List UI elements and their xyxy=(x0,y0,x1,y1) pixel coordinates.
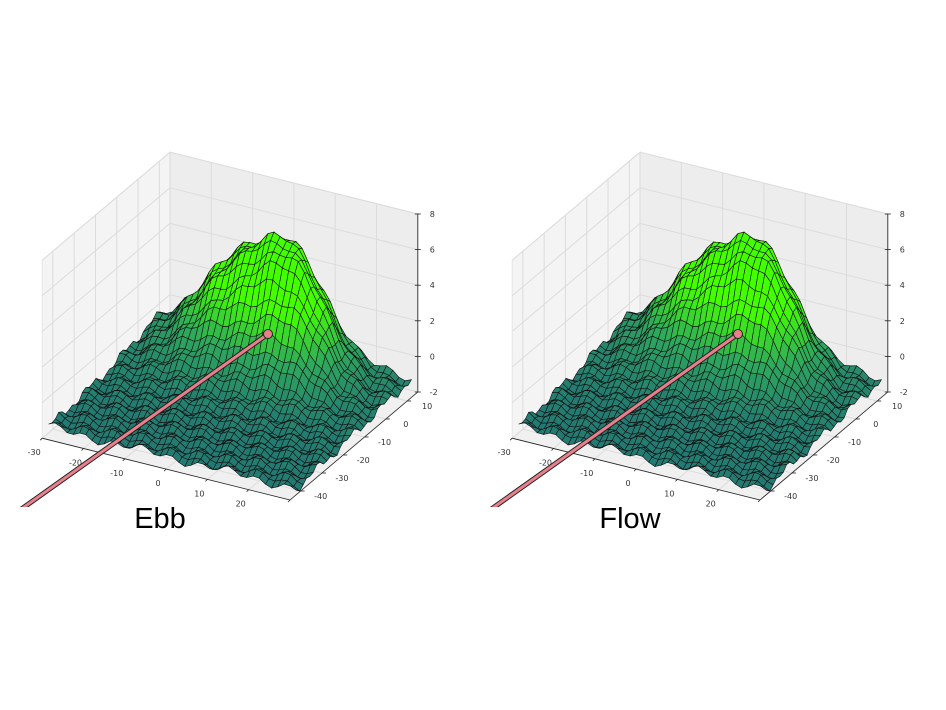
x-tick-label: 0 xyxy=(156,479,161,488)
y-tick-label: -10 xyxy=(848,438,861,447)
z-tick-label: 8 xyxy=(900,210,905,219)
x-tick xyxy=(287,499,291,503)
gridline xyxy=(511,223,641,332)
marker-line xyxy=(19,332,269,512)
y-tick-label: 0 xyxy=(873,420,878,429)
plot-flow: -30-20-100102030-40-30-20-10010-202468Fl… xyxy=(470,151,940,710)
x-tick-label: 0 xyxy=(626,479,631,488)
gridline xyxy=(511,187,641,297)
gridline xyxy=(169,151,418,215)
y-tick-label: -20 xyxy=(357,456,370,465)
x-tick-label: -10 xyxy=(110,469,123,478)
z-tick-label: 4 xyxy=(430,281,435,290)
x-tick-label: -30 xyxy=(28,448,41,457)
x-tick xyxy=(633,468,637,472)
x-tick xyxy=(39,437,43,441)
z-tick-label: 0 xyxy=(430,352,435,361)
x-tick xyxy=(509,437,513,441)
y-tick-label: -40 xyxy=(314,492,327,501)
x-tick-label: 10 xyxy=(664,489,674,498)
x-tick xyxy=(716,489,719,492)
gridline xyxy=(639,187,888,251)
x-tick-label: 20 xyxy=(236,500,246,509)
x-tick xyxy=(592,458,596,462)
z-tick-label: 2 xyxy=(430,317,435,326)
background xyxy=(0,507,470,710)
marker-line xyxy=(489,332,739,512)
z-tick-label: 8 xyxy=(430,210,435,219)
y-tick-label: 10 xyxy=(892,402,902,411)
x-tick xyxy=(246,489,249,492)
x-tick xyxy=(163,468,167,472)
x-tick xyxy=(81,448,84,451)
y-tick-label: -30 xyxy=(805,474,818,483)
x-tick xyxy=(675,479,678,482)
y-tick-label: -10 xyxy=(378,438,391,447)
x-tick xyxy=(757,499,761,503)
x-tick xyxy=(551,448,554,451)
gridline xyxy=(639,151,888,215)
x-tick-label: -10 xyxy=(580,469,593,478)
plot-title: Ebb xyxy=(134,503,186,535)
x-tick-label: -30 xyxy=(498,448,511,457)
marker-point xyxy=(263,329,273,339)
x-tick xyxy=(122,458,126,462)
gridline xyxy=(511,151,641,261)
y-axis-line xyxy=(289,391,419,501)
y-tick-label: -40 xyxy=(784,492,797,501)
plot-title: Flow xyxy=(599,503,661,535)
z-tick-label: 6 xyxy=(900,246,905,255)
y-axis-line xyxy=(759,391,889,501)
gridline xyxy=(41,258,171,368)
gridline xyxy=(511,294,641,403)
y-tick-label: 0 xyxy=(403,420,408,429)
z-tick-label: -2 xyxy=(430,388,438,397)
background xyxy=(470,507,940,710)
z-tick-label: 0 xyxy=(900,352,905,361)
x-tick-label: 20 xyxy=(706,500,716,509)
y-tick-label: -30 xyxy=(335,474,348,483)
x-tick xyxy=(205,479,208,482)
z-tick-label: 6 xyxy=(430,246,435,255)
surface-facet xyxy=(290,485,300,492)
marker-point xyxy=(733,329,743,339)
surface-facet xyxy=(760,485,770,492)
z-tick-label: 2 xyxy=(900,317,905,326)
y-tick-label: 10 xyxy=(422,402,432,411)
gridline xyxy=(41,294,171,403)
gridline xyxy=(41,151,171,261)
gridline xyxy=(41,223,171,332)
z-tick-label: 4 xyxy=(900,281,905,290)
gridline xyxy=(169,187,418,251)
x-tick-label: -20 xyxy=(69,459,82,468)
plot-ebb: -30-20-100102030-40-30-20-10010-202468Eb… xyxy=(0,151,470,710)
x-tick-label: 10 xyxy=(194,489,204,498)
gridline xyxy=(511,258,641,368)
gridline xyxy=(41,187,171,297)
x-tick-label: -20 xyxy=(539,459,552,468)
z-tick-label: -2 xyxy=(900,388,908,397)
y-tick-label: -20 xyxy=(827,456,840,465)
